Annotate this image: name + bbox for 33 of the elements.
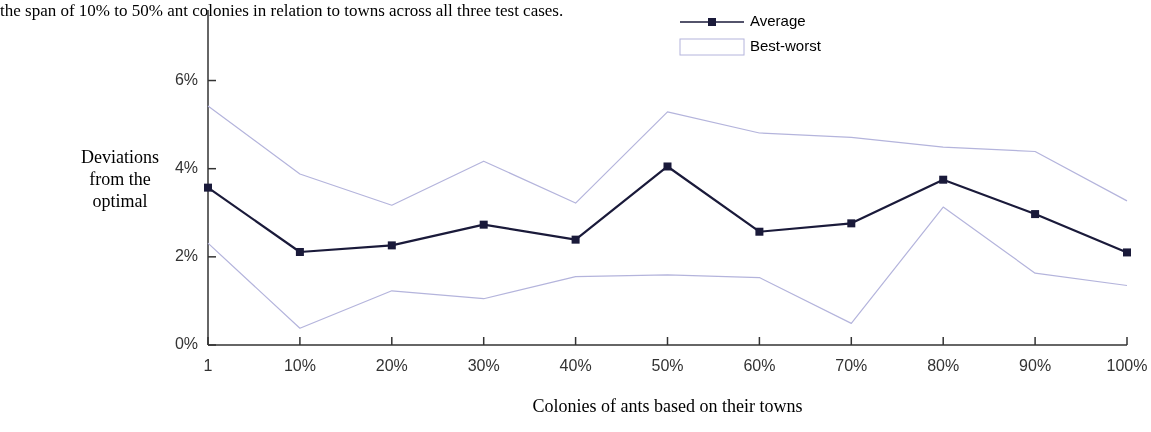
x-tick-label: 1 [203, 357, 213, 375]
x-tick-label: 100% [1106, 357, 1148, 375]
line-series [207, 206, 1128, 329]
x-tick-label: 40% [559, 357, 592, 375]
y-axis-title: Deviations from the optimal [81, 147, 159, 211]
x-tick-label: 30% [467, 357, 500, 375]
point [663, 162, 672, 171]
point [939, 175, 948, 184]
annotation: the span of 10% to 50% ant colonies in relation to towns across all three test cases. [0, 1, 564, 20]
y-tick-label: 2% [174, 247, 198, 265]
x-tick-label: 50% [651, 357, 684, 375]
line-series [207, 105, 1128, 206]
point [1123, 248, 1131, 257]
point [387, 241, 396, 250]
y-tick-label: 4% [174, 158, 198, 176]
point [479, 220, 488, 229]
legend-label: Average [750, 11, 806, 29]
y-tick-label: 0% [174, 335, 198, 353]
point [295, 247, 304, 256]
y-tick-label: 6% [174, 70, 198, 88]
x-tick-label: 70% [835, 357, 868, 375]
x-tick-label: 80% [927, 357, 960, 375]
point [204, 183, 212, 192]
point [1031, 210, 1040, 219]
x-tick-label: 10% [283, 357, 316, 375]
point [571, 235, 580, 244]
x-tick-label: 90% [1019, 357, 1052, 375]
x-tick-label: 20% [375, 357, 408, 375]
legend-label: Best-worst [750, 36, 822, 54]
x-axis-title: Colonies of ants based on their towns [532, 396, 803, 416]
x-tick-label: 60% [743, 357, 776, 375]
point [755, 227, 764, 236]
point [847, 219, 856, 228]
